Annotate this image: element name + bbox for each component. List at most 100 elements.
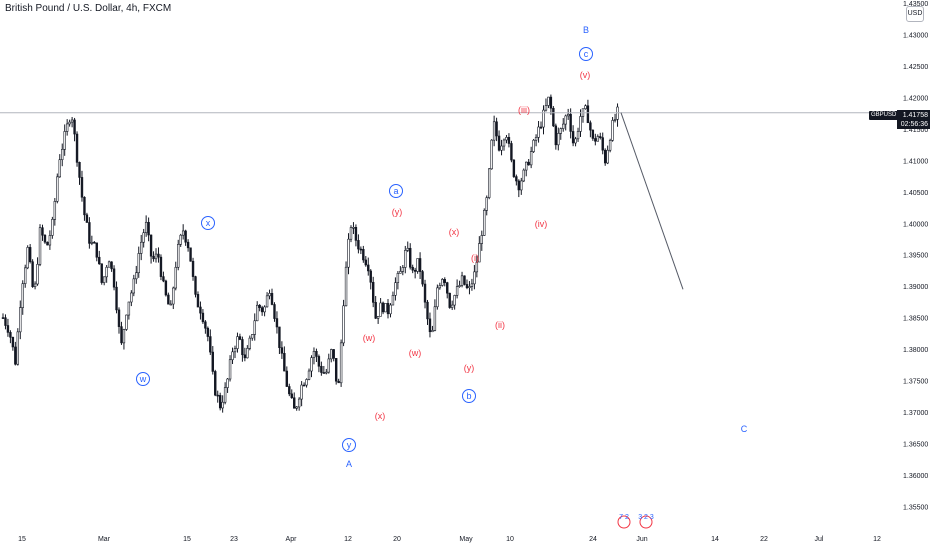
candle-body	[354, 227, 358, 241]
candle-body	[547, 96, 550, 106]
candle-body	[216, 394, 219, 397]
candle-body	[290, 393, 293, 399]
candle-body	[275, 318, 279, 328]
candle-body	[576, 131, 580, 140]
candle-body	[112, 268, 116, 288]
candle-body	[95, 242, 98, 258]
wave-label: B	[583, 25, 589, 35]
wave-label: (iii)	[518, 105, 530, 115]
candle-body	[88, 222, 91, 244]
candle-body	[325, 371, 328, 374]
price-axis[interactable]: 1.35500 1.36000 1.36500 1.37000 1.37500 1.380…	[903, 1, 928, 511]
candle-body	[487, 168, 491, 198]
candle-body	[58, 159, 61, 178]
candle-body	[401, 267, 405, 272]
wave-label-circle	[579, 47, 593, 61]
candle-body	[418, 258, 422, 272]
candle-body	[135, 272, 138, 280]
candle-body	[559, 128, 562, 134]
time-tick-label: Jul	[815, 536, 824, 543]
candle-body	[26, 247, 29, 269]
candle-body	[142, 232, 145, 243]
candle-body	[214, 371, 217, 396]
candle-body	[339, 342, 343, 384]
time-tick-label: Apr	[286, 536, 298, 543]
candle-body	[226, 378, 229, 388]
wave-label: (y)	[464, 363, 475, 373]
candle-body	[460, 275, 464, 286]
time-axis[interactable]: 15 Mar 15 23 Apr 12 20 May 10 24 Jun 14 22 Jul 12	[18, 536, 881, 543]
candle-body	[599, 136, 602, 138]
candle-body	[495, 121, 498, 137]
candle-body	[552, 107, 555, 127]
candle-body	[85, 214, 89, 223]
candle-body	[529, 151, 533, 166]
candle-body	[426, 301, 429, 320]
candle-body	[221, 401, 224, 409]
candle-body	[90, 241, 94, 244]
event-flag-icon	[617, 515, 631, 529]
price-tick-label: 1.41000	[903, 158, 928, 165]
candle-body	[16, 331, 20, 365]
candle-body	[297, 398, 301, 408]
candle-body	[236, 336, 239, 349]
candle-body	[554, 125, 558, 146]
candle-body	[209, 336, 212, 353]
candle-body	[411, 266, 414, 271]
wave-label-circle	[201, 216, 215, 230]
candle-body	[399, 271, 402, 274]
candle-body	[65, 123, 69, 132]
candle-body	[186, 241, 190, 249]
wave-label-circle	[342, 438, 356, 452]
candle-body	[265, 295, 269, 308]
price-tick-label: 1.40000	[903, 221, 928, 228]
time-tick-label: May	[459, 536, 473, 543]
candle-body	[492, 121, 496, 141]
candle-body	[260, 307, 264, 313]
candle-body	[137, 253, 140, 274]
wave-label-circle	[462, 389, 476, 403]
candle-body	[515, 176, 518, 182]
candle-body	[19, 307, 22, 333]
candle-body	[31, 261, 34, 287]
candle-body	[443, 279, 446, 283]
candle-body	[463, 275, 466, 285]
candle-body	[465, 284, 469, 289]
candle-body	[357, 240, 360, 250]
candle-body	[288, 386, 291, 395]
candle-body	[584, 105, 587, 110]
projection-line	[620, 112, 684, 290]
candle-body	[102, 276, 106, 283]
countdown-timer: 02:56:36	[900, 121, 928, 128]
candle-body	[63, 131, 66, 150]
candle-body	[537, 126, 540, 138]
wave-label: b	[466, 391, 471, 401]
candle-body	[352, 227, 355, 229]
candle-body	[594, 138, 597, 142]
currency-badge[interactable]: USD	[906, 6, 924, 22]
candle-body	[204, 321, 207, 329]
price-tick-label: 1.36000	[903, 473, 928, 480]
candle-body	[522, 169, 525, 182]
candle-body	[389, 304, 392, 315]
candle-body	[539, 126, 543, 129]
candle-body	[512, 159, 516, 177]
candle-body	[184, 230, 187, 243]
candle-body	[4, 317, 7, 326]
candle-body	[199, 306, 202, 314]
candle-body	[46, 241, 49, 246]
candle-body	[374, 302, 377, 319]
candle-body	[41, 227, 44, 236]
candle-body	[441, 279, 444, 286]
time-tick-label: 15	[18, 536, 26, 543]
candle-body	[98, 256, 101, 265]
candle-body	[364, 259, 367, 266]
economic-events[interactable]: 7 2 3 2 3	[617, 514, 654, 529]
wave-label: (x)	[375, 411, 386, 421]
candle-body	[606, 149, 609, 164]
candle-body	[248, 337, 251, 349]
candle-body	[332, 349, 335, 359]
candle-body	[107, 261, 111, 268]
candle-body	[455, 286, 459, 296]
